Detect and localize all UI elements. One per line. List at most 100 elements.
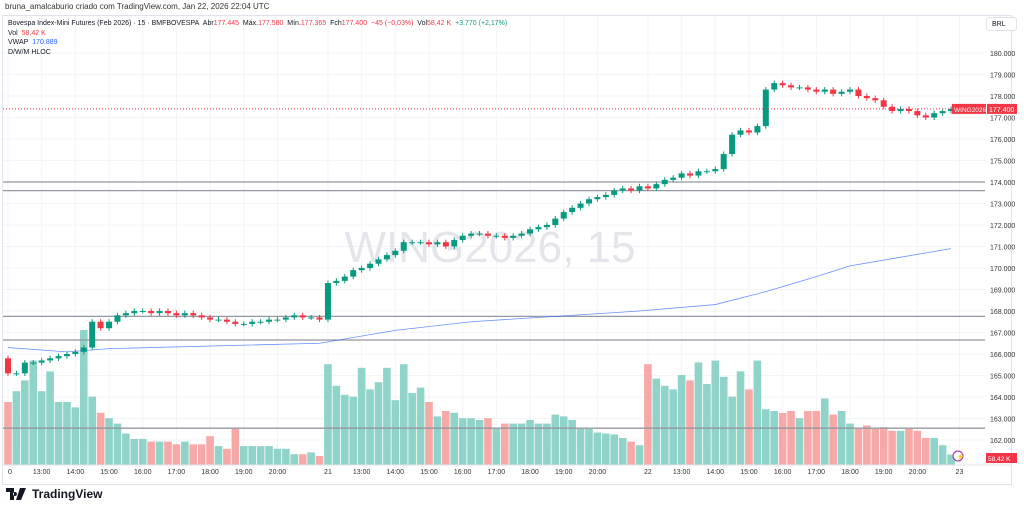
candle-body (670, 177, 677, 180)
candle-body (762, 89, 769, 127)
volume-bar (534, 423, 543, 465)
volume-bar (652, 378, 661, 465)
chart-panel[interactable] (2, 15, 1012, 485)
volume-bar (324, 364, 332, 465)
candle-body (636, 186, 643, 191)
candle-body (122, 313, 129, 316)
time-tick-label: 16:00 (454, 469, 472, 476)
price-tick-label: 178.000 (990, 94, 1015, 101)
volume-bar (164, 441, 172, 465)
time-tick-label: 13:00 (673, 469, 691, 476)
volume-bar (357, 367, 366, 465)
time-tick-label: 0 (8, 469, 12, 476)
candle-body (442, 242, 449, 247)
time-tick-label: 22 (644, 469, 652, 476)
volume-bar (804, 411, 812, 465)
volume-bar (349, 396, 358, 465)
price-tick-label: 165.000 (990, 374, 1015, 381)
candle-body (552, 218, 559, 225)
candle-body (417, 242, 424, 244)
candle-body (560, 212, 567, 219)
close-value: 177.400 (341, 20, 368, 27)
candle-body (501, 235, 508, 238)
candle-body (577, 203, 584, 208)
vwap-row[interactable]: VWAP 170.889 (8, 38, 507, 48)
price-tick-label: 176.000 (990, 137, 1015, 144)
candle-body (106, 321, 113, 329)
candle-body (602, 194, 609, 198)
candle-body (156, 311, 163, 314)
volume-bar (256, 446, 265, 465)
volume-bar (239, 446, 248, 465)
volume-row[interactable]: Vol 58,42 K (8, 29, 507, 39)
candle-body (316, 317, 323, 320)
volume-bar (551, 414, 560, 465)
volume-bar (88, 396, 96, 465)
price-tick-label: 174.000 (990, 180, 1015, 187)
volume-bar (585, 429, 593, 465)
candle-body (173, 313, 180, 316)
volume-bar (854, 429, 863, 465)
time-tick-label: 15:00 (420, 469, 438, 476)
symbol-tag: WING2026 (954, 107, 987, 114)
volume-bar (442, 411, 450, 465)
candle-body (729, 134, 736, 155)
time-tick-label: 14:00 (387, 469, 405, 476)
hloc-row[interactable]: D/W/M HLOC (8, 48, 507, 58)
volume-bar (458, 418, 467, 465)
volume-bar (762, 409, 770, 465)
candle-body (771, 83, 778, 90)
volume-bar (778, 412, 787, 465)
candle-body (855, 89, 862, 96)
symbol-title[interactable]: Bovespa Index-Mini Futures (Feb 2026) · … (8, 20, 200, 27)
time-tick-label: 19:00 (875, 469, 893, 476)
volume-bar (332, 385, 341, 465)
candle-body (476, 233, 483, 235)
volume-bar (282, 448, 290, 465)
candle-body (114, 315, 121, 322)
lightning-icon[interactable] (952, 450, 964, 462)
volume-bar (728, 396, 736, 465)
candle-body (38, 360, 45, 363)
tradingview-logo[interactable]: TradingView (6, 487, 102, 501)
volume-bar (197, 444, 206, 465)
vol-label: Vol (417, 20, 428, 27)
volume-bar (408, 393, 416, 465)
low-label: Mín. (287, 20, 301, 27)
volume-bar (122, 433, 130, 465)
volume-indicator-label: Vol (8, 29, 18, 37)
volume-bar (450, 412, 459, 465)
volume-bar (787, 411, 795, 465)
volume-bar (500, 423, 509, 465)
volume-tag-bg (986, 453, 1017, 463)
candle-body (324, 283, 331, 320)
open-label: Abr (202, 20, 214, 27)
volume-bar (155, 441, 164, 465)
volume-bar (105, 418, 113, 465)
candle-body (518, 233, 525, 236)
open-value: 177.445 (213, 20, 240, 27)
candle-body (653, 184, 660, 189)
volume-bar (416, 387, 425, 465)
volume-tag: 58,42 K (988, 456, 1011, 463)
candle-body (543, 225, 550, 228)
candle-body (358, 268, 365, 271)
candle-body (257, 321, 264, 323)
candle-body (922, 115, 929, 118)
candle-body (813, 89, 820, 92)
candle-body (720, 154, 727, 170)
currency-button[interactable]: BRL (986, 17, 1017, 31)
volume-bar (96, 412, 105, 465)
candle-body (63, 354, 70, 357)
time-tick-label: 15:00 (740, 469, 758, 476)
time-tick-label: 14:00 (707, 469, 725, 476)
candle-body (164, 311, 171, 314)
candle-body (931, 113, 938, 118)
candle-body (350, 270, 357, 277)
volume-bar (770, 411, 779, 465)
vwap-label: VWAP (8, 39, 29, 46)
price-tick-label: 175.000 (990, 159, 1015, 166)
volume-bar (736, 371, 745, 465)
candle-body (5, 358, 11, 374)
